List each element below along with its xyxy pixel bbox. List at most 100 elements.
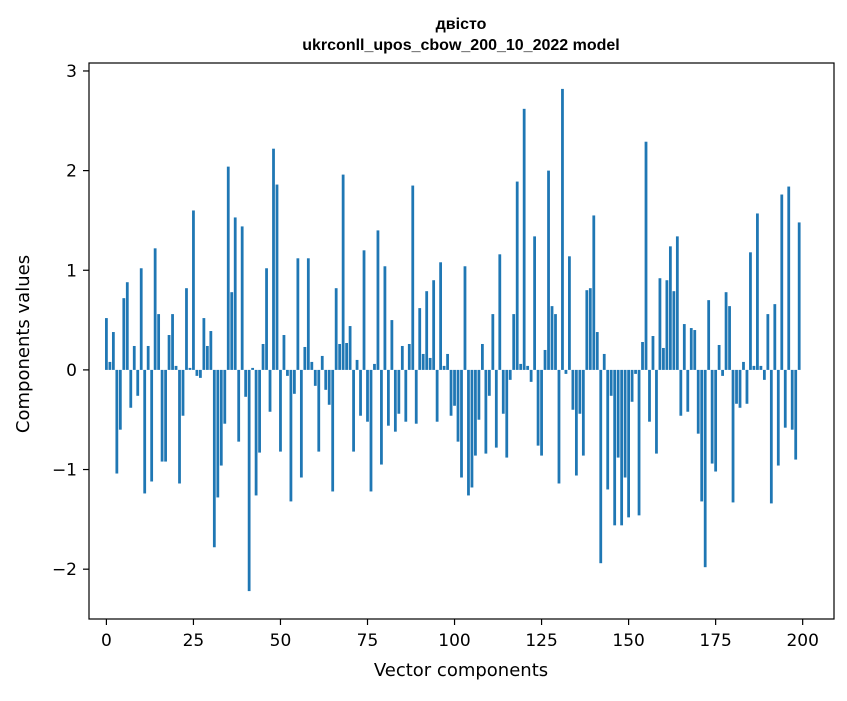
bar-component-188 [759,365,763,370]
bar-component-47 [268,369,272,412]
plot-area-frame [88,62,835,620]
bar-component-90 [418,308,422,370]
bar-component-57 [303,346,307,370]
bar-component-20 [174,365,178,370]
bar-component-103 [463,266,467,370]
bar-component-1 [108,361,112,370]
bar-component-29 [205,345,209,370]
bar-component-4 [118,369,122,430]
bar-component-8 [132,345,136,370]
bar-component-69 [345,342,349,370]
bar-component-33 [219,369,223,466]
bar-component-98 [446,353,449,370]
bar-component-5 [122,298,126,370]
bar-component-173 [707,300,711,370]
bar-component-50 [279,369,282,452]
bar-component-145 [609,369,613,396]
bar-component-124 [536,369,540,446]
bar-component-113 [498,254,502,370]
bar-component-25 [192,210,195,370]
bar-component-9 [136,369,140,396]
bar-component-72 [355,359,359,370]
bar-component-110 [487,369,491,396]
bar-component-146 [613,369,617,526]
bar-component-75 [366,369,369,422]
bar-component-137 [581,369,585,456]
bar-component-128 [550,306,554,370]
bar-component-81 [387,369,390,426]
x-tick-label: 100 [438,631,470,651]
bar-component-158 [655,369,658,454]
bar-component-175 [714,369,718,472]
bar-component-166 [682,324,686,370]
bar-component-44 [258,369,261,453]
bar-component-45 [261,343,265,370]
bar-component-43 [254,369,258,496]
bar-component-171 [700,369,704,502]
bar-component-23 [185,288,188,370]
bar-component-194 [780,194,784,370]
x-tick-label: 50 [270,631,292,651]
x-tick-label: 200 [786,631,818,651]
bar-component-26 [195,369,199,376]
bar-component-109 [484,369,488,454]
bar-component-125 [540,369,543,456]
bar-component-160 [662,347,665,370]
y-tick-label: −2 [52,560,77,580]
bar-component-11 [143,369,147,494]
x-tick-label: 0 [101,631,112,651]
bar-component-61 [317,369,321,452]
bar-component-68 [341,174,345,370]
bar-component-108 [480,343,484,370]
bar-component-16 [160,369,164,462]
bar-component-177 [721,369,724,376]
bar-component-159 [658,278,662,370]
bar-component-179 [728,306,731,370]
bar-component-139 [588,288,592,370]
bar-component-62 [320,355,324,370]
bar-component-24 [188,367,192,370]
bar-component-147 [616,369,620,458]
x-tick-label: 175 [699,631,731,651]
bar-component-95 [435,369,439,422]
bar-component-6 [125,282,129,370]
bar-component-91 [421,353,425,370]
chart-title: двісто [436,16,487,33]
bar-component-193 [776,369,780,466]
bar-component-54 [293,369,296,394]
bar-component-186 [752,365,756,370]
bar-component-100 [453,369,456,406]
bar-component-184 [745,369,749,404]
bar-component-19 [171,314,174,370]
bar-component-135 [574,369,578,476]
bar-component-195 [783,369,787,428]
bar-component-161 [665,280,669,370]
bar-component-132 [564,369,568,374]
bar-component-133 [568,256,571,370]
bar-component-130 [557,369,561,484]
bar-component-2 [111,332,115,370]
bar-component-86 [404,369,408,422]
bar-component-176 [717,344,721,370]
bar-component-83 [393,369,397,432]
bar-component-22 [181,369,185,416]
bar-component-153 [637,369,641,516]
bar-component-27 [199,369,202,378]
y-tick-label: 1 [66,261,77,281]
bar-component-39 [240,226,244,370]
bar-component-82 [390,320,394,370]
bar-component-117 [512,314,516,370]
bar-component-101 [456,369,460,442]
bar-component-197 [790,369,794,430]
bar-component-141 [595,332,599,370]
bar-component-106 [474,369,477,456]
bar-component-189 [762,369,766,380]
bar-component-144 [606,369,610,490]
bar-component-14 [153,248,157,370]
bar-component-148 [620,369,624,526]
bar-component-174 [710,369,714,464]
y-tick-label: 2 [66,162,77,182]
bar-component-191 [769,369,773,504]
bar-component-37 [233,217,237,370]
